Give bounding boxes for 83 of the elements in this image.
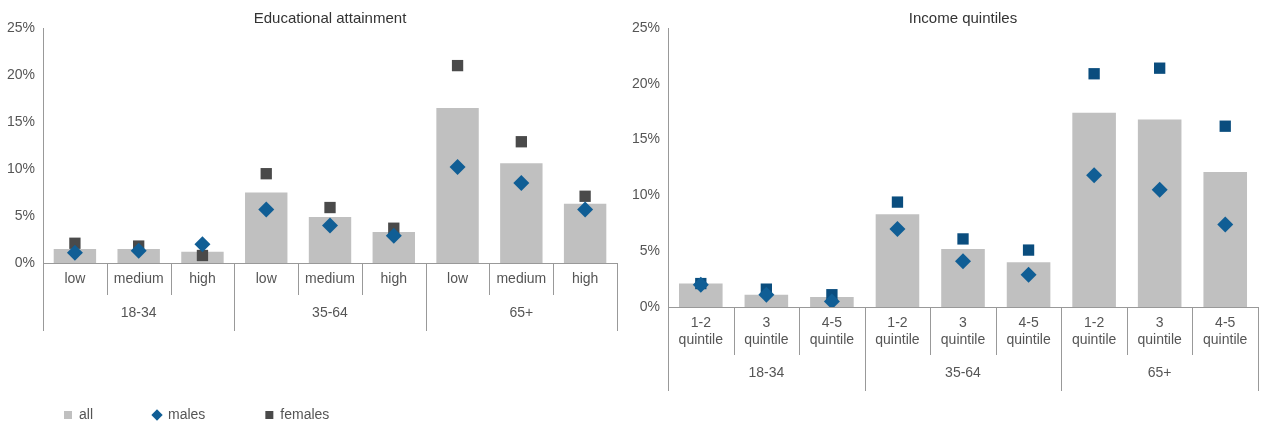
bar xyxy=(1137,119,1182,307)
chart-title: Income quintiles xyxy=(908,9,1018,27)
point xyxy=(579,190,591,202)
bar xyxy=(1203,171,1248,307)
text: 35-64 xyxy=(312,303,349,320)
chart-title: Educational attainment xyxy=(253,9,408,27)
point xyxy=(513,175,530,192)
text: 65+ xyxy=(509,303,534,320)
x-tick-label: 4-5 quintile xyxy=(809,314,855,348)
point xyxy=(891,196,904,208)
point xyxy=(385,227,402,244)
point xyxy=(889,220,906,237)
bar xyxy=(875,214,920,307)
point xyxy=(957,233,969,245)
bar xyxy=(436,107,479,263)
text: 35-64 xyxy=(945,363,982,380)
x-tick-label: 3 quintile xyxy=(744,314,789,348)
y-tick-label: 0% xyxy=(639,297,661,314)
point xyxy=(1154,62,1166,74)
bar xyxy=(372,231,415,263)
point xyxy=(1088,68,1100,80)
y-tick-label: 5% xyxy=(14,206,36,223)
point xyxy=(194,236,211,253)
point xyxy=(1217,216,1234,233)
x-tick-label: 1-2 quintile xyxy=(678,314,724,348)
x-tick-label: medium xyxy=(496,270,547,287)
point xyxy=(260,168,272,180)
y-tick-label: 20% xyxy=(631,74,661,91)
bar xyxy=(563,203,607,263)
text: 18-34 xyxy=(120,303,157,320)
bar xyxy=(1072,112,1116,307)
x-tick-label: high xyxy=(380,270,408,287)
point xyxy=(577,201,594,218)
text: 18-34 xyxy=(748,363,785,380)
point xyxy=(322,217,339,234)
point xyxy=(130,242,147,259)
bar xyxy=(308,216,352,263)
x-tick-label: 3 quintile xyxy=(1137,314,1183,348)
y-tick-label: 15% xyxy=(6,112,36,129)
point xyxy=(1151,181,1168,198)
point xyxy=(1020,266,1037,283)
legend-label: all xyxy=(79,405,94,422)
point xyxy=(758,286,775,303)
x-tick-label: 4-5 quintile xyxy=(1006,314,1051,348)
bar xyxy=(1006,262,1051,307)
x-tick-label: 3 quintile xyxy=(940,314,986,348)
point xyxy=(1086,167,1103,184)
x-tick-label: 1-2 quintile xyxy=(875,314,920,348)
legend-label: males xyxy=(168,405,206,422)
point xyxy=(1022,244,1035,256)
y-tick-label: 10% xyxy=(6,159,36,176)
y-tick-label: 10% xyxy=(631,186,661,203)
point xyxy=(823,293,840,307)
y-tick-label: 20% xyxy=(6,65,36,82)
x-tick-label: high xyxy=(189,270,216,287)
text: 65+ xyxy=(1147,363,1172,380)
y-tick-label: 5% xyxy=(639,242,661,259)
point xyxy=(324,201,336,214)
bar xyxy=(941,248,985,307)
point xyxy=(451,59,464,72)
y-tick-label: 0% xyxy=(14,253,36,270)
x-tick-label: low xyxy=(255,270,278,287)
x-tick-label: 4-5 quintile xyxy=(1203,314,1248,348)
point xyxy=(449,159,466,176)
point xyxy=(955,253,972,270)
y-tick-label: 25% xyxy=(631,18,661,35)
y-tick-label: 15% xyxy=(631,130,661,147)
x-tick-label: medium xyxy=(113,270,164,287)
bar xyxy=(679,283,723,307)
point xyxy=(515,136,527,148)
point xyxy=(66,244,83,261)
legend-label: females xyxy=(280,405,330,422)
bar xyxy=(245,192,288,263)
y-tick-label: 25% xyxy=(6,18,36,35)
point xyxy=(1219,120,1231,132)
point xyxy=(258,201,275,218)
x-tick-label: medium xyxy=(305,270,355,287)
x-tick-label: high xyxy=(571,270,599,287)
x-tick-label: low xyxy=(447,270,469,287)
point xyxy=(196,249,209,262)
bar xyxy=(500,163,543,263)
x-tick-label: 1-2 quintile xyxy=(1071,314,1117,348)
x-tick-label: low xyxy=(64,270,87,287)
